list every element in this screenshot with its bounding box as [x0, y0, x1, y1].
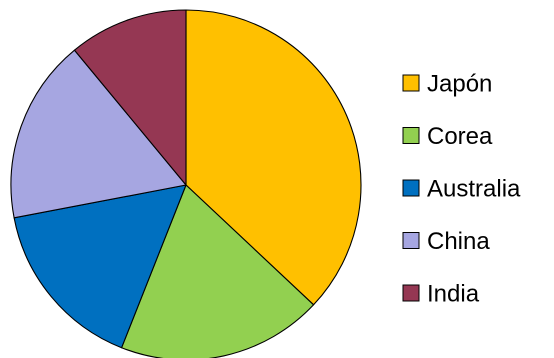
legend-swatch-india — [402, 284, 420, 302]
legend-label-australia: Australia — [427, 176, 521, 203]
legend-swatch-corea — [402, 127, 420, 144]
legend-item-china: China — [402, 228, 490, 255]
pie-slice-india — [73, 9, 187, 186]
pie-slice-japon — [185, 9, 362, 306]
pie-slices — [10, 9, 362, 358]
legend-item-japon: Japón — [402, 71, 492, 98]
legend-item-india: India — [402, 281, 480, 308]
legend-label-corea: Corea — [427, 123, 493, 150]
pie-slice-china — [10, 49, 187, 219]
legend-label-india: India — [427, 281, 480, 308]
legend-label-japon: Japón — [427, 71, 492, 98]
legend-label-china: China — [427, 228, 490, 255]
legend-swatch-china — [402, 232, 420, 249]
legend-swatch-japon — [402, 74, 420, 92]
pie-slice-australia — [13, 184, 187, 349]
pie-slice-corea — [121, 184, 315, 358]
legend-swatch-australia — [402, 179, 420, 197]
legend-item-australia: Australia — [402, 176, 521, 203]
legend-item-corea: Corea — [402, 123, 493, 150]
chart-legend: Japón Corea Australia China India — [402, 71, 521, 308]
